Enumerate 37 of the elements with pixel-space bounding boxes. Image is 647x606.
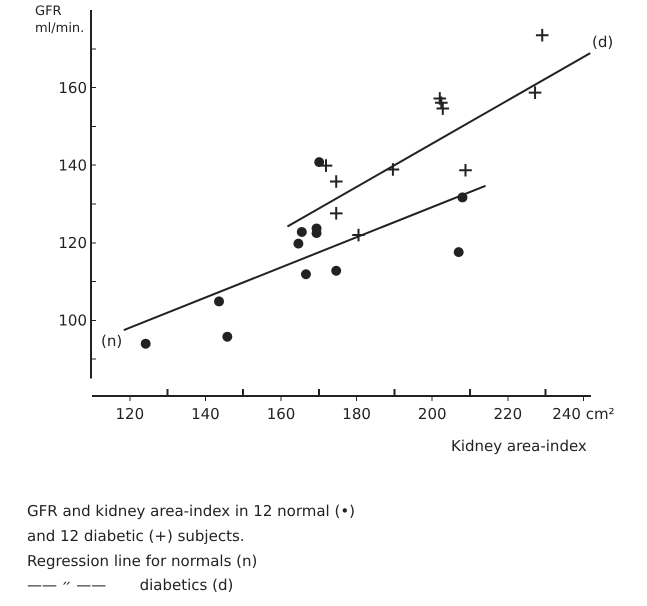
point [432,91,448,106]
y-axis-title: GFR ml/min. [35,4,84,36]
x-tick-label: 140 [191,405,220,423]
x-tick-label: 180 [342,405,371,423]
x-tick-label: 240 cm² [552,405,615,423]
text: and 12 diabetic (+) subjects. [27,527,245,545]
text: —— ״ —— diabetics (d) [27,576,234,594]
y-tick-label: 100 [58,312,87,330]
x-tick-label: 160 [266,405,296,423]
point [293,238,304,249]
x-tick-label: 220 [494,405,522,423]
point [314,157,324,168]
x-tick-label: 200 [418,405,447,423]
point [351,228,366,242]
point [318,158,334,173]
point [386,162,400,177]
point [328,174,344,189]
x-axis-title: Kidney area-index [451,437,587,455]
y-tick-label: 140 [58,156,87,174]
x-tick-label: 120 [115,405,144,423]
point [454,247,464,258]
point [534,28,550,43]
point [331,266,342,276]
annotation: (d) [592,33,614,51]
point [300,269,311,280]
point [328,206,344,221]
text: GFR and kidney area-index in 12 normal (•) [27,502,356,520]
y-tick-label: 160 [58,78,87,97]
annotation: (n) [101,332,122,350]
point [296,226,307,237]
point [222,332,232,342]
y-tick-label: 120 [58,234,87,252]
point [458,162,473,178]
point [214,296,224,306]
point [140,338,151,349]
text: Regression line for normals (n) [27,552,258,570]
point [528,85,542,100]
